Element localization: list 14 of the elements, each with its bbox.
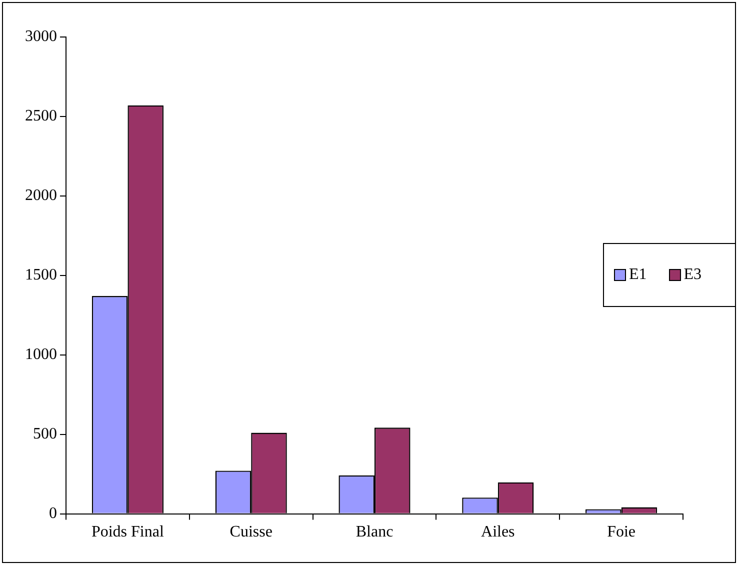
y-tick-label: 1500	[25, 266, 57, 284]
y-tick-label: 2500	[25, 108, 57, 125]
x-tick-label: Blanc	[356, 524, 394, 541]
x-tick-label: Poids Final	[91, 524, 164, 541]
legend-label: E1	[629, 266, 647, 284]
y-tick-label: 3000	[25, 28, 57, 46]
x-tick-label: Cuisse	[230, 524, 272, 541]
y-tick-label: 1000	[25, 346, 57, 364]
y-tick-label: 500	[33, 426, 57, 443]
legend-label: E3	[684, 266, 702, 284]
y-tick-label: 2000	[25, 187, 57, 204]
x-tick-label: Foie	[607, 524, 636, 541]
y-tick-label: 0	[49, 505, 57, 522]
x-tick-label: Ailes	[481, 524, 515, 541]
